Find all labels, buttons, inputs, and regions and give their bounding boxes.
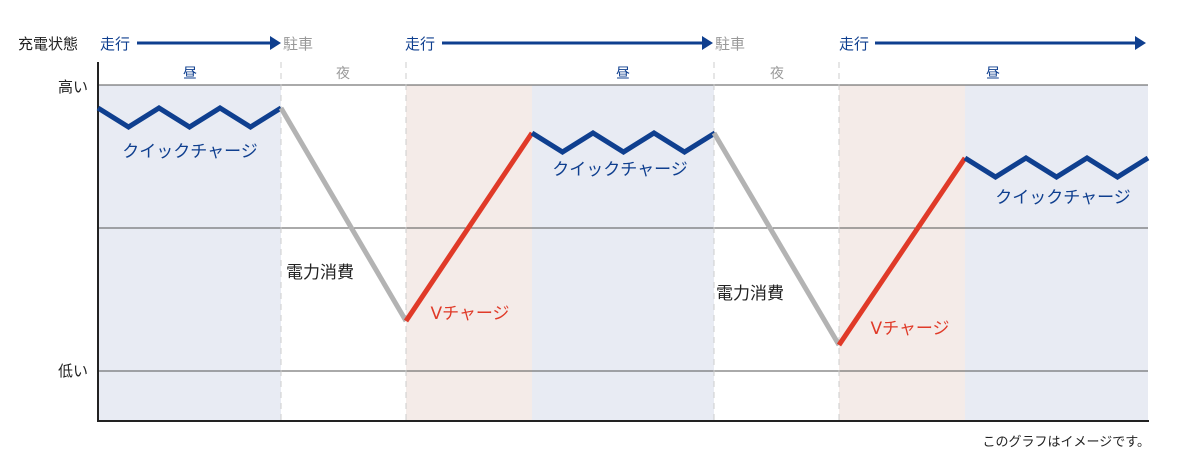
arrow-head-icon [702,36,713,50]
header-label: 充電状態 [18,35,78,53]
footnote: このグラフはイメージです。 [983,435,1150,450]
period-night-1: 夜 [336,66,350,82]
v-charge-line [836,156,968,347]
v-charge-line [403,131,535,323]
v-charge-background [406,85,532,421]
label-quick-charge-3: クイックチャージ [995,188,1131,208]
day-background [965,85,1148,421]
label-v-charge-2: Vチャージ [870,319,949,339]
label-consumption-1: 電力消費 [286,263,354,283]
period-day-2: 昼 [616,66,630,82]
phase-park-2: 駐車 [715,35,745,53]
label-quick-charge-2: クイックチャージ [552,160,688,180]
label-v-charge-1: Vチャージ [430,304,509,324]
period-day-1: 昼 [183,66,197,82]
phase-drive-1: 走行 [100,35,130,53]
phase-drive-3: 走行 [839,35,869,53]
phase-drive-2: 走行 [405,35,435,53]
arrow-head-icon [1135,36,1146,50]
consumption-line [711,131,842,347]
arrow-head-icon [270,36,281,50]
day-background [98,85,281,421]
phase-park-1: 駐車 [283,35,313,53]
period-night-2: 夜 [770,66,784,82]
label-quick-charge-1: クイックチャージ [122,142,258,162]
label-consumption-2: 電力消費 [716,284,784,304]
quick-charge-line [963,155,1150,180]
quick-charge-line [96,105,283,130]
y-label-low: 低い [58,362,88,380]
day-background [532,85,714,421]
quick-charge-line [530,130,717,155]
y-label-high: 高い [58,78,88,96]
consumption-line [278,106,409,323]
period-day-3: 昼 [986,66,1000,82]
